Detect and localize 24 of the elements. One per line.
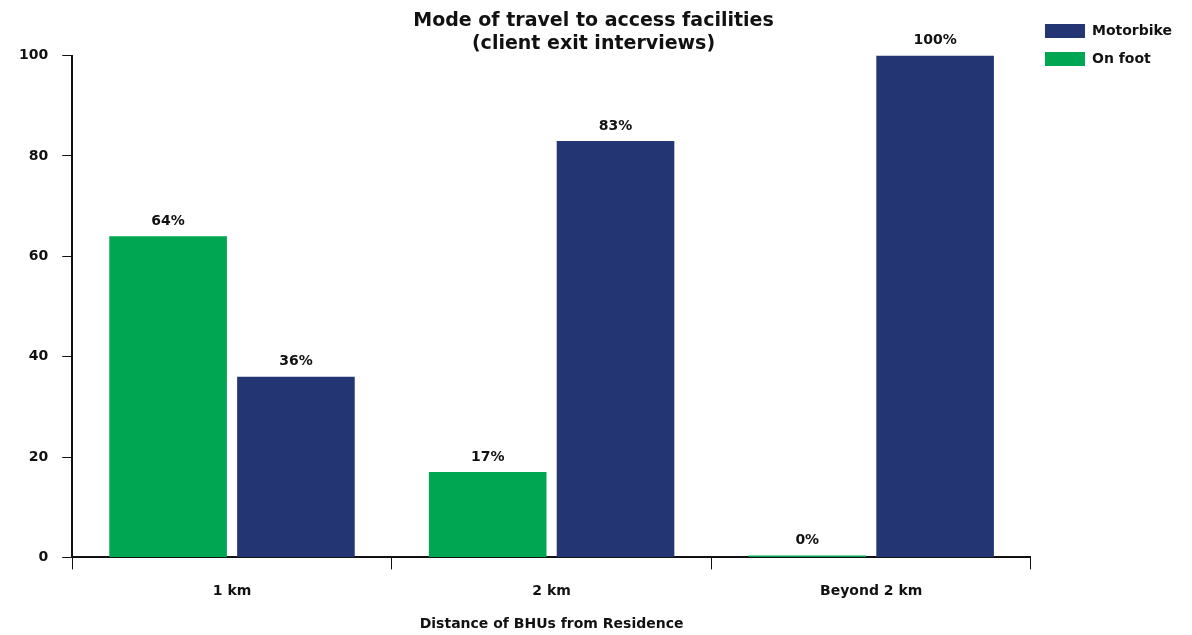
legend-label: Motorbike: [1091, 21, 1172, 38]
bar: [876, 55, 994, 557]
data-label: 64%: [151, 211, 185, 228]
data-label: 0%: [795, 531, 820, 548]
x-tick-label: Beyond 2 km: [820, 582, 923, 599]
data-label: 17%: [470, 447, 505, 464]
x-tick-label: 2 km: [532, 582, 571, 599]
y-tick-label: 40: [28, 347, 49, 364]
bar: [109, 236, 227, 557]
chart-title: Mode of travel to access facilities (client exit interviews): [413, 8, 774, 54]
bar: [428, 472, 547, 557]
legend-label: On foot: [1091, 49, 1152, 66]
y-tick-label: 0: [38, 548, 49, 565]
y-tick-label: 100: [18, 46, 49, 63]
data-label: 100%: [913, 31, 957, 48]
data-label: 36%: [279, 352, 313, 369]
data-label: 83%: [598, 116, 633, 133]
x-axis-title: Distance of BHUs from Residence: [419, 615, 684, 632]
x-tick-label: 1 km: [212, 582, 252, 599]
bar: [556, 140, 675, 557]
y-tick-label: 20: [28, 447, 49, 464]
bar: [237, 376, 355, 557]
y-tick-label: 80: [28, 146, 49, 163]
y-tick-label: 60: [28, 246, 49, 263]
